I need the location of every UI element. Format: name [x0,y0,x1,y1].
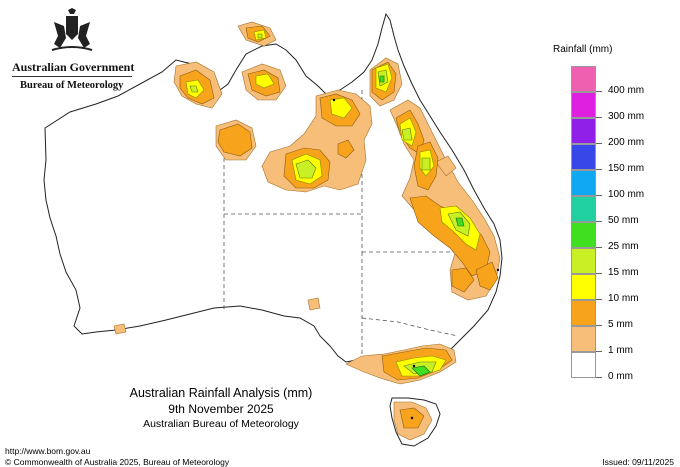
map-title-block: Australian Rainfall Analysis (mm) 9th No… [116,385,326,431]
legend-title: Rainfall (mm) [553,44,613,55]
legend-tick [596,247,602,248]
legend-tick [596,195,602,196]
legend-label: 200 mm [608,137,645,148]
legend-tick [596,91,602,92]
legend-label: 300 mm [608,111,645,122]
footer-url[interactable]: http://www.bom.gov.au [5,446,91,456]
legend-swatch [571,274,596,300]
legend-tick [596,299,602,300]
legend-swatch [571,144,596,170]
map-title: Australian Rainfall Analysis (mm) [129,386,313,400]
legend-label: 25 mm [608,241,639,252]
map-date: 9th November 2025 [168,402,274,416]
coat-of-arms-icon [51,8,93,51]
rainfall-25mm-areas [379,75,465,377]
legend-label: 400 mm [608,85,645,96]
logo-divider [12,76,132,77]
legend-label: 150 mm [608,163,645,174]
legend-tick [596,221,602,222]
legend-tick [596,351,602,352]
bureau-name: Bureau of Meteorology [20,80,124,91]
legend-swatch [571,170,596,196]
legend-swatch [571,352,596,378]
legend-swatch [571,326,596,352]
legend-swatch [571,222,596,248]
legend-tick [596,325,602,326]
government-name: Australian Government [12,60,135,74]
footer-copyright: © Commonwealth of Australia 2025, Bureau… [5,457,230,467]
legend-label: 50 mm [608,215,639,226]
legend-swatch [571,300,596,326]
legend-swatch [571,118,596,144]
legend-tick [596,169,602,170]
rainfall-15mm-areas [189,33,471,375]
legend-label: 0 mm [608,371,633,382]
legend-swatch [571,66,596,92]
legend-tick [596,117,602,118]
legend-tick [596,377,602,378]
legend-label: 5 mm [608,319,633,330]
legend-label: 100 mm [608,189,645,200]
legend-tick [596,273,602,274]
map-source: Australian Bureau of Meteorology [143,418,299,430]
legend-label: 1 mm [608,345,633,356]
location-markers [332,98,500,420]
legend-swatch [571,196,596,222]
legend-label: 15 mm [608,267,639,278]
legend-swatch [571,248,596,274]
legend-label: 10 mm [608,293,639,304]
legend-tick [596,143,602,144]
footer-issued-date: Issued: 09/11/2025 [602,457,674,467]
legend-swatch [571,92,596,118]
